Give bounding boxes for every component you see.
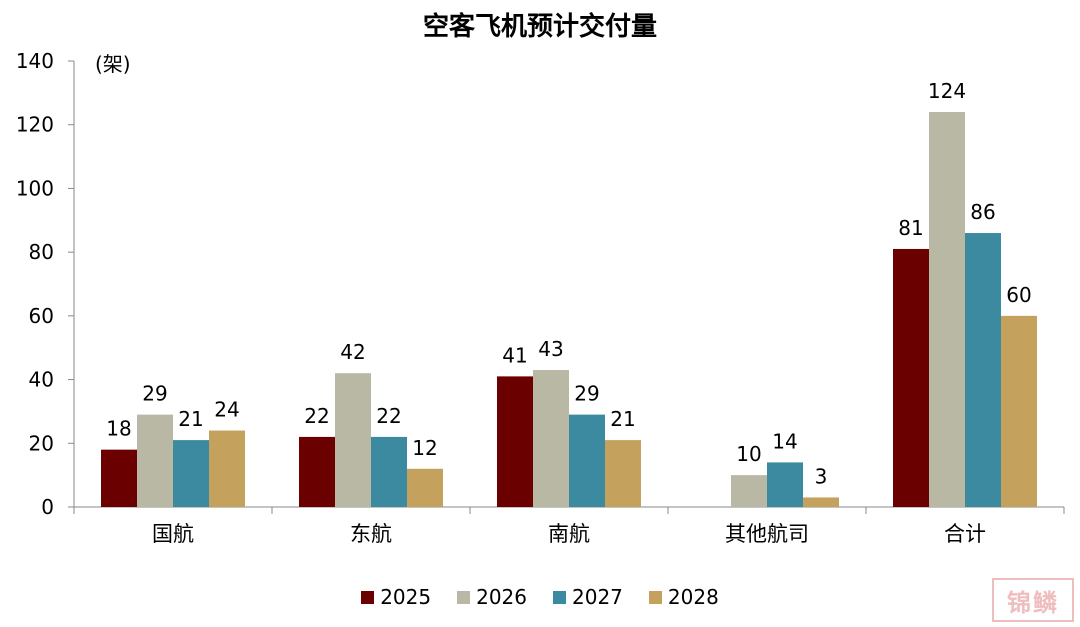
x-category-label: 国航 <box>152 522 194 546</box>
bar-2025 <box>497 376 533 507</box>
data-label: 24 <box>214 398 239 422</box>
data-label: 18 <box>106 417 131 441</box>
y-tick-label: 100 <box>16 176 54 200</box>
data-label: 41 <box>502 343 527 367</box>
bar-2028 <box>1001 315 1037 507</box>
y-tick-label: 20 <box>29 431 54 455</box>
bar-2028 <box>803 497 839 507</box>
legend: 2025 2026 2027 2028 <box>0 585 1080 609</box>
data-label: 29 <box>142 382 167 406</box>
x-category-label: 合计 <box>944 522 986 546</box>
watermark-stamp: 锦鳞 <box>992 578 1074 622</box>
chart-title: 空客飞机预计交付量 <box>422 12 657 42</box>
data-label: 3 <box>815 464 828 488</box>
bar-2027 <box>569 414 605 507</box>
legend-item: 2027 <box>553 585 623 609</box>
y-axis-unit: (架) <box>95 52 131 76</box>
data-label: 43 <box>538 337 563 361</box>
data-label: 29 <box>574 382 599 406</box>
legend-label: 2028 <box>667 585 719 609</box>
bar-2028 <box>407 468 443 507</box>
data-label: 42 <box>340 340 365 364</box>
bar-2027 <box>173 440 209 507</box>
legend-swatch <box>553 590 566 604</box>
legend-swatch <box>648 590 662 604</box>
legend-item: 2025 <box>361 585 431 609</box>
bar-2027 <box>965 233 1001 507</box>
bar-2026 <box>731 475 767 507</box>
bar-2026 <box>533 370 569 507</box>
y-tick-label: 80 <box>29 240 54 264</box>
legend-item: 2026 <box>457 585 527 609</box>
y-tick-label: 40 <box>29 368 54 392</box>
data-label: 86 <box>970 200 995 224</box>
data-label: 14 <box>772 429 797 453</box>
bar-2026 <box>137 414 173 507</box>
data-label: 12 <box>412 436 437 460</box>
bar-2026 <box>335 373 371 507</box>
bar-2028 <box>209 430 245 507</box>
y-tick-label: 0 <box>41 495 54 519</box>
x-category-label: 其他航司 <box>725 522 809 546</box>
data-label: 124 <box>928 79 966 103</box>
data-label: 22 <box>304 404 329 428</box>
legend-label: 2027 <box>572 585 623 609</box>
legend-item: 2028 <box>648 585 719 609</box>
legend-label: 2025 <box>380 585 432 609</box>
data-label: 21 <box>178 407 203 431</box>
bar-2025 <box>101 449 137 507</box>
legend-swatch <box>457 590 471 604</box>
data-label: 22 <box>376 404 401 428</box>
x-category-label: 南航 <box>548 522 590 546</box>
bar-2026 <box>929 111 965 507</box>
bar-2027 <box>371 436 407 507</box>
legend-label: 2026 <box>476 585 527 609</box>
data-label: 81 <box>898 216 923 240</box>
bar-2025 <box>299 436 335 507</box>
bar-2028 <box>605 440 641 507</box>
data-label: 60 <box>1006 283 1031 307</box>
data-label: 10 <box>736 442 761 466</box>
x-category-label: 东航 <box>350 522 392 546</box>
legend-swatch <box>361 590 375 604</box>
y-tick-label: 140 <box>16 49 54 73</box>
y-tick-label: 120 <box>16 113 54 137</box>
bar-2025 <box>893 248 929 507</box>
data-label: 21 <box>610 407 635 431</box>
y-tick-label: 60 <box>29 304 54 328</box>
bar-2027 <box>767 462 803 507</box>
